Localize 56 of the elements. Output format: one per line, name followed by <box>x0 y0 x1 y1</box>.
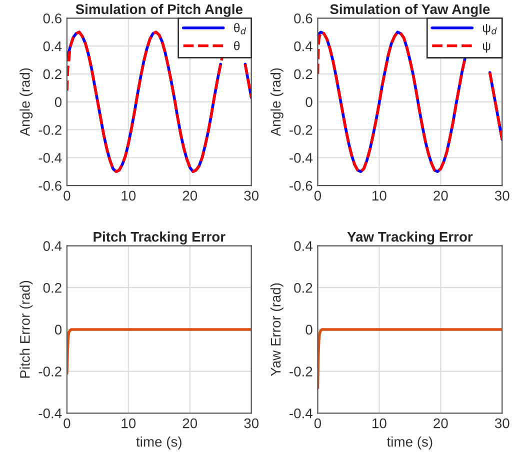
y-tick-label: 0.2 <box>294 69 312 80</box>
y-tick-label: -0.2 <box>290 366 312 376</box>
chart-title: Simulation of Pitch Angle <box>76 4 243 17</box>
y-tick-label: 0.2 <box>294 282 312 293</box>
y-tick-label: -0.6 <box>290 180 312 191</box>
y-tick-label: 0 <box>306 97 312 108</box>
legend-label: ψ$_{d}$ <box>482 24 497 35</box>
x-tick-label: 0 <box>314 190 322 201</box>
y-axis-title: Angle (rad) <box>20 68 33 136</box>
y-tick-label: -0.4 <box>38 408 62 418</box>
line-series <box>318 328 502 390</box>
x-tick-label: 30 <box>494 418 510 428</box>
y-tick-label: 0 <box>306 324 312 335</box>
x-axis-title: time (s) <box>386 436 432 450</box>
x-tick-label: 30 <box>494 190 510 201</box>
legend-label: θ <box>234 41 240 50</box>
x-axis-title: time (s) <box>136 436 182 450</box>
y-axis-title: Yaw Error (rad) <box>270 283 284 376</box>
legend-label: θ$_{d}$ <box>234 23 246 34</box>
x-tick-label: 0 <box>314 418 322 428</box>
y-tick-label: -0.2 <box>38 125 62 135</box>
y-tick-label: 0.4 <box>43 41 62 52</box>
y-tick-label: 0.6 <box>294 13 312 24</box>
chart-title: Simulation of Yaw Angle <box>330 4 490 17</box>
line-series <box>66 328 252 375</box>
x-tick-label: 0 <box>64 418 70 428</box>
x-tick-label: 0 <box>64 190 70 201</box>
y-axis-title: Angle (rad) <box>270 68 284 136</box>
y-tick-label: 0.2 <box>43 282 62 293</box>
y-tick-label: -0.2 <box>38 366 62 376</box>
x-tick-label: 30 <box>244 190 259 201</box>
y-tick-label: 0 <box>54 97 62 108</box>
y-tick-label: 0.4 <box>294 41 312 52</box>
y-tick-label: 0 <box>54 324 62 335</box>
x-tick-label: 10 <box>372 418 386 428</box>
x-tick-label: 20 <box>182 418 198 428</box>
x-tick-label: 10 <box>122 190 136 201</box>
y-tick-label: 0.6 <box>43 13 62 24</box>
x-tick-label: 30 <box>244 418 259 428</box>
y-tick-label: -0.4 <box>290 408 312 418</box>
chart-title: Pitch Tracking Error <box>94 232 226 245</box>
x-tick-label: 20 <box>434 190 448 201</box>
x-tick-label: 20 <box>182 190 198 201</box>
chart-title: Yaw Tracking Error <box>347 232 473 245</box>
y-tick-label: 0.4 <box>43 241 62 251</box>
x-tick-label: 20 <box>434 418 448 428</box>
x-tick-label: 10 <box>122 418 136 428</box>
y-tick-label: 0.2 <box>43 69 62 80</box>
y-tick-label: -0.2 <box>290 125 312 135</box>
y-tick-label: -0.4 <box>290 152 312 163</box>
y-tick-label: 0.4 <box>294 241 312 251</box>
y-axis-title: Pitch Error (rad) <box>20 280 33 378</box>
legend-label: ψ <box>482 42 490 53</box>
x-tick-label: 10 <box>372 190 386 201</box>
y-tick-label: -0.4 <box>38 152 62 163</box>
y-tick-label: -0.6 <box>38 180 62 191</box>
